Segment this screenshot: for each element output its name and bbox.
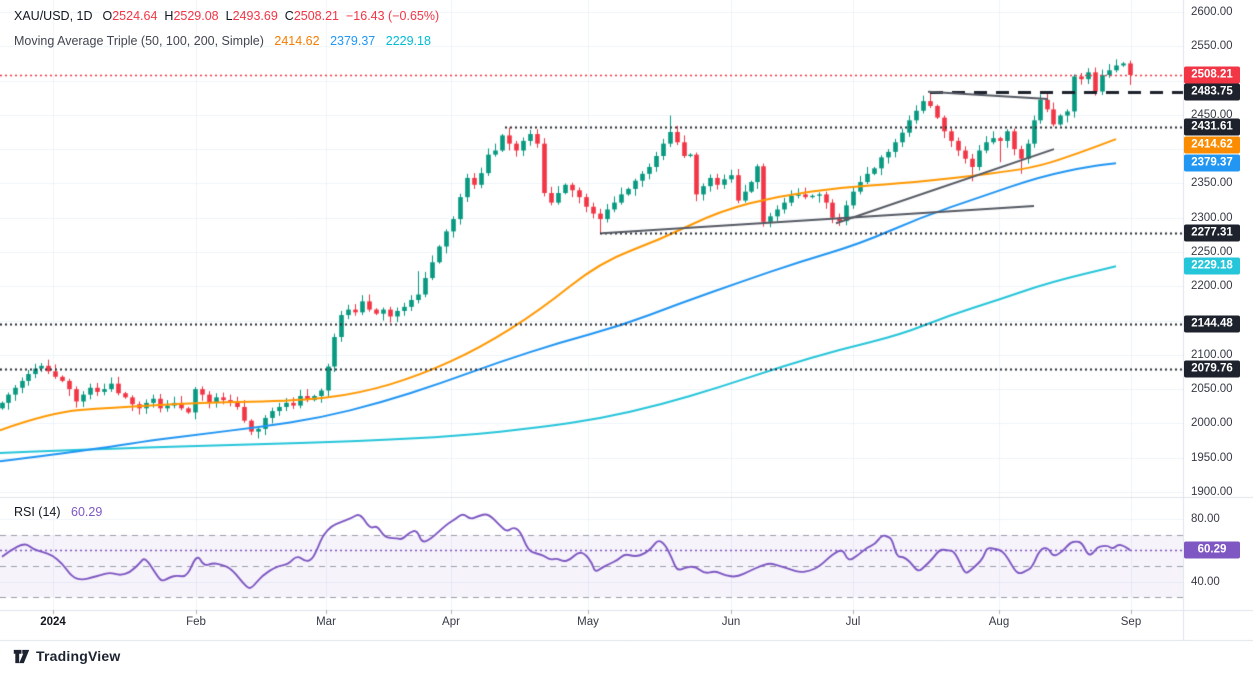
high-value: 2529.08 (173, 9, 219, 23)
ma200-value: 2229.18 (385, 34, 431, 48)
tradingview-logo-text: TradingView (36, 648, 121, 664)
price-badge: 2144.48 (1184, 315, 1240, 333)
price-tick-label: 2550.00 (1191, 40, 1233, 53)
low-value: 2493.69 (232, 9, 278, 23)
rsi-tick-label: 80.00 (1191, 513, 1220, 526)
rsi-indicator-title[interactable]: RSI (14) (14, 505, 61, 519)
time-axis-label: Apr (442, 616, 460, 628)
tradingview-logo[interactable]: TradingView (13, 648, 120, 664)
price-tick-label: 2300.00 (1191, 211, 1233, 224)
rsi-tick-label: 40.00 (1191, 575, 1220, 588)
ma50-value: 2414.62 (274, 34, 320, 48)
close-value: 2508.21 (293, 9, 339, 23)
time-axis-label: May (577, 616, 599, 628)
time-axis[interactable]: 2024 Feb Mar Apr May Jun Jul Aug Sep (0, 610, 1183, 640)
time-axis-label: Aug (988, 616, 1010, 628)
price-badge: 2483.75 (1184, 83, 1240, 101)
price-tick-label: 2000.00 (1191, 417, 1233, 430)
time-axis-label: Mar (316, 616, 336, 628)
price-badge: 2508.21 (1184, 66, 1240, 84)
rsi-value: 60.29 (71, 505, 103, 519)
price-tick-label: 2050.00 (1191, 383, 1233, 396)
price-tick-label: 1900.00 (1191, 485, 1233, 498)
rsi-legend: RSI (14) 60.29 (14, 505, 102, 519)
price-badge: 2277.31 (1184, 224, 1240, 242)
time-axis-label: Sep (1120, 616, 1142, 628)
price-badge: 2079.76 (1184, 360, 1240, 378)
price-tick-label: 2250.00 (1191, 245, 1233, 258)
time-axis-label: 2024 (40, 616, 66, 628)
time-axis-label: Jun (721, 616, 741, 628)
price-tick-label: 1950.00 (1191, 451, 1233, 464)
price-badge: 2414.62 (1184, 136, 1240, 154)
high-label: H (164, 9, 174, 23)
time-axis-label: Feb (186, 616, 206, 628)
open-value: 2524.64 (112, 9, 158, 23)
open-label: O (102, 9, 113, 23)
change-value: −16.43 (−0.65%) (346, 9, 440, 23)
rsi-badge: 60.29 (1184, 541, 1240, 559)
price-badge: 2229.18 (1184, 257, 1240, 275)
price-tick-label: 2350.00 (1191, 177, 1233, 190)
symbol-title[interactable]: XAU/USD, 1D (14, 9, 93, 23)
time-axis-label: Jul (845, 616, 861, 628)
ma-indicator-title[interactable]: Moving Average Triple (50, 100, 200, Sim… (14, 34, 264, 48)
price-badge: 2431.61 (1184, 118, 1240, 136)
tradingview-logo-icon (13, 649, 30, 663)
price-tick-label: 2200.00 (1191, 280, 1233, 293)
low-label: L (225, 9, 233, 23)
price-badge: 2379.37 (1184, 154, 1240, 172)
price-tick-label: 2600.00 (1191, 5, 1233, 18)
symbol-legend: XAU/USD, 1D O2524.64 H2529.08 L2493.69 C2508… (14, 9, 439, 23)
price-tick-label: 2100.00 (1191, 348, 1233, 361)
price-tick-label: 2450.00 (1191, 108, 1233, 121)
ma-legend: Moving Average Triple (50, 100, 200, Sim… (14, 34, 438, 48)
ma100-value: 2379.37 (330, 34, 376, 48)
price-axis[interactable]: 2600.00 2550.00 2450.00 2350.00 2300.00 2250.… (1183, 0, 1253, 640)
close-label: C (284, 9, 294, 23)
